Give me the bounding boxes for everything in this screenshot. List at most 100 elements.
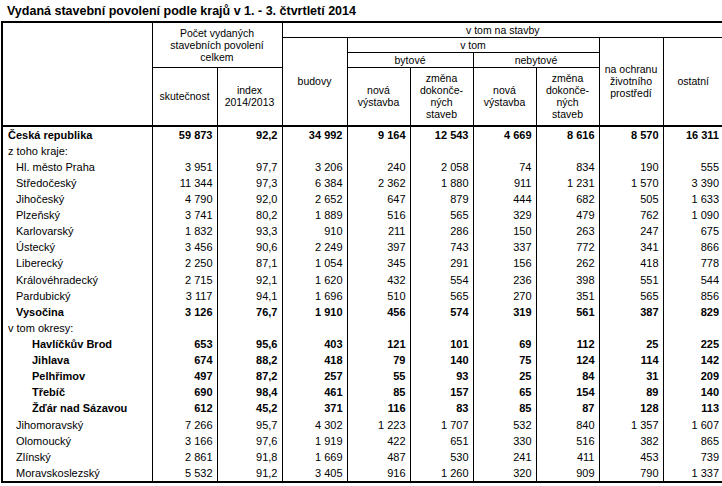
table-row: Jihočeský4 79092,02 6526478794446825051 … bbox=[2, 191, 722, 207]
value-cell: 341 bbox=[599, 239, 663, 255]
value-cell: 829 bbox=[663, 304, 722, 320]
value-cell: 157 bbox=[410, 384, 473, 400]
value-cell bbox=[282, 143, 347, 159]
value-cell: 403 bbox=[282, 336, 347, 352]
value-cell: 209 bbox=[663, 368, 722, 384]
value-cell: 124 bbox=[536, 352, 599, 368]
page: Vydaná stavební povolení podle krajů v 1… bbox=[0, 0, 722, 486]
value-cell: 329 bbox=[473, 207, 536, 223]
row-label-cell: Olomoucký bbox=[2, 433, 152, 449]
value-cell: 8 616 bbox=[536, 126, 599, 143]
value-cell: 3 405 bbox=[282, 465, 347, 482]
value-cell: 3 741 bbox=[152, 207, 217, 223]
value-cell: 772 bbox=[536, 239, 599, 255]
value-cell: 97,3 bbox=[217, 175, 282, 191]
value-cell: 1 231 bbox=[536, 175, 599, 191]
value-cell: 397 bbox=[347, 239, 410, 255]
value-cell: 3 390 bbox=[663, 175, 722, 191]
value-cell: 565 bbox=[410, 207, 473, 223]
value-cell: 211 bbox=[347, 223, 410, 239]
header-corner-cell bbox=[2, 22, 152, 126]
value-cell: 909 bbox=[536, 465, 599, 482]
value-cell: 865 bbox=[663, 433, 722, 449]
value-cell: 1 620 bbox=[282, 271, 347, 287]
value-cell: 92,0 bbox=[217, 191, 282, 207]
value-cell: 345 bbox=[347, 255, 410, 271]
value-cell: 270 bbox=[473, 288, 536, 304]
value-cell: 479 bbox=[536, 207, 599, 223]
table-row: Jihlava67488,24187914075124114142 bbox=[2, 352, 722, 368]
value-cell: 34 992 bbox=[282, 126, 347, 143]
value-cell: 1 707 bbox=[410, 416, 473, 432]
value-cell: 574 bbox=[410, 304, 473, 320]
value-cell: 1 607 bbox=[663, 416, 722, 432]
value-cell: 59 873 bbox=[152, 126, 217, 143]
table-row: Vysočina3 12676,71 910456574319561387829 bbox=[2, 304, 722, 320]
value-cell: 286 bbox=[410, 223, 473, 239]
value-cell: 84 bbox=[536, 368, 599, 384]
value-cell: 551 bbox=[599, 271, 663, 287]
value-cell bbox=[663, 143, 722, 159]
value-cell: 94,1 bbox=[217, 288, 282, 304]
table-header: Počet vydaných stavebních povolení celke… bbox=[2, 22, 722, 126]
row-label-cell: Jihlava bbox=[2, 352, 152, 368]
row-label-cell: Karlovarský bbox=[2, 223, 152, 239]
value-cell: 156 bbox=[473, 255, 536, 271]
value-cell: 2 861 bbox=[152, 449, 217, 465]
table-row: Ústecký3 45690,62 249397743337772341866 bbox=[2, 239, 722, 255]
value-cell: 65 bbox=[473, 384, 536, 400]
value-cell: 2 249 bbox=[282, 239, 347, 255]
header-total-group: Počet vydaných stavebních povolení celke… bbox=[152, 22, 282, 68]
value-cell bbox=[282, 320, 347, 336]
value-cell: 422 bbox=[347, 433, 410, 449]
value-cell: 95,6 bbox=[217, 336, 282, 352]
value-cell: 98,4 bbox=[217, 384, 282, 400]
value-cell: 1 570 bbox=[599, 175, 663, 191]
value-cell: 453 bbox=[599, 449, 663, 465]
value-cell: 330 bbox=[473, 433, 536, 449]
value-cell: 1 832 bbox=[152, 223, 217, 239]
value-cell: 1 910 bbox=[282, 304, 347, 320]
value-cell: 114 bbox=[599, 352, 663, 368]
value-cell: 11 344 bbox=[152, 175, 217, 191]
value-cell: 456 bbox=[347, 304, 410, 320]
value-cell: 140 bbox=[410, 352, 473, 368]
value-cell: 790 bbox=[599, 465, 663, 482]
value-cell: 3 126 bbox=[152, 304, 217, 320]
value-cell: 561 bbox=[536, 304, 599, 320]
value-cell bbox=[663, 320, 722, 336]
value-cell: 487 bbox=[347, 449, 410, 465]
table-row: Třebíč69098,4461851576515489140 bbox=[2, 384, 722, 400]
table-row: Havlíčkův Brod65395,64031211016911225225 bbox=[2, 336, 722, 352]
value-cell: 154 bbox=[536, 384, 599, 400]
value-cell: 76,7 bbox=[217, 304, 282, 320]
row-label-cell: Třebíč bbox=[2, 384, 152, 400]
value-cell bbox=[152, 143, 217, 159]
value-cell bbox=[536, 320, 599, 336]
value-cell: 612 bbox=[152, 400, 217, 416]
value-cell: 128 bbox=[599, 400, 663, 416]
value-cell: 497 bbox=[152, 368, 217, 384]
value-cell: 31 bbox=[599, 368, 663, 384]
value-cell: 87,2 bbox=[217, 368, 282, 384]
value-cell: 461 bbox=[282, 384, 347, 400]
value-cell: 45,2 bbox=[217, 400, 282, 416]
value-cell: 530 bbox=[410, 449, 473, 465]
table-row: Plzeňský3 74180,21 8895165653294797621 0… bbox=[2, 207, 722, 223]
value-cell: 911 bbox=[473, 175, 536, 191]
header-na-stavby-group: v tom na stavby bbox=[282, 22, 722, 38]
row-label-cell: Jihočeský bbox=[2, 191, 152, 207]
value-cell: 240 bbox=[347, 159, 410, 175]
value-cell: 236 bbox=[473, 271, 536, 287]
value-cell: 432 bbox=[347, 271, 410, 287]
header-nova-vystavba-nebytove: nová výstavba bbox=[473, 68, 536, 126]
value-cell: 75 bbox=[473, 352, 536, 368]
value-cell: 1 054 bbox=[282, 255, 347, 271]
value-cell: 1 633 bbox=[663, 191, 722, 207]
value-cell: 544 bbox=[663, 271, 722, 287]
value-cell: 1 090 bbox=[663, 207, 722, 223]
value-cell: 1 880 bbox=[410, 175, 473, 191]
table-row: Pelhřimov49787,22575593258431209 bbox=[2, 368, 722, 384]
value-cell: 371 bbox=[282, 400, 347, 416]
header-v-tom-group: v tom bbox=[347, 38, 599, 53]
